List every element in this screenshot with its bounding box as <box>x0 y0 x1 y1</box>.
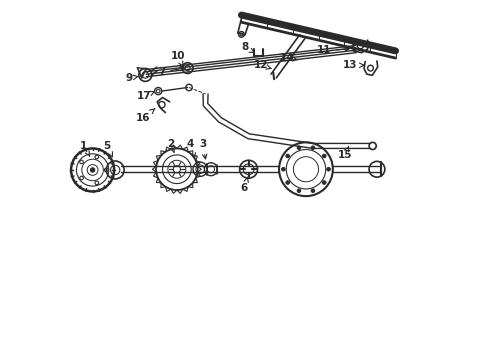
Circle shape <box>80 176 83 180</box>
Text: 13: 13 <box>343 60 364 70</box>
Text: 15: 15 <box>338 147 352 160</box>
Text: 8: 8 <box>242 42 254 53</box>
Text: 7: 7 <box>158 67 185 77</box>
Circle shape <box>322 181 326 184</box>
Text: 14: 14 <box>280 53 297 63</box>
Text: 9: 9 <box>125 73 138 83</box>
Text: 11: 11 <box>317 45 348 55</box>
Circle shape <box>286 154 290 158</box>
Text: 1: 1 <box>80 141 90 156</box>
Circle shape <box>311 146 315 149</box>
Circle shape <box>104 168 108 172</box>
Text: 17: 17 <box>137 91 154 102</box>
Circle shape <box>311 189 315 193</box>
Text: 16: 16 <box>136 109 155 123</box>
Text: 4: 4 <box>187 139 196 158</box>
Circle shape <box>95 155 98 159</box>
Text: 2: 2 <box>167 139 174 152</box>
Text: 12: 12 <box>254 60 271 70</box>
Text: 3: 3 <box>199 139 207 159</box>
Circle shape <box>322 154 326 158</box>
Circle shape <box>80 160 83 164</box>
Circle shape <box>286 181 290 184</box>
Text: 6: 6 <box>241 177 248 193</box>
Circle shape <box>95 181 98 185</box>
Circle shape <box>297 189 301 193</box>
Circle shape <box>91 168 95 172</box>
Text: 10: 10 <box>171 51 185 67</box>
Text: 5: 5 <box>103 141 113 157</box>
Circle shape <box>327 167 330 171</box>
Circle shape <box>297 146 301 149</box>
Circle shape <box>282 167 285 171</box>
